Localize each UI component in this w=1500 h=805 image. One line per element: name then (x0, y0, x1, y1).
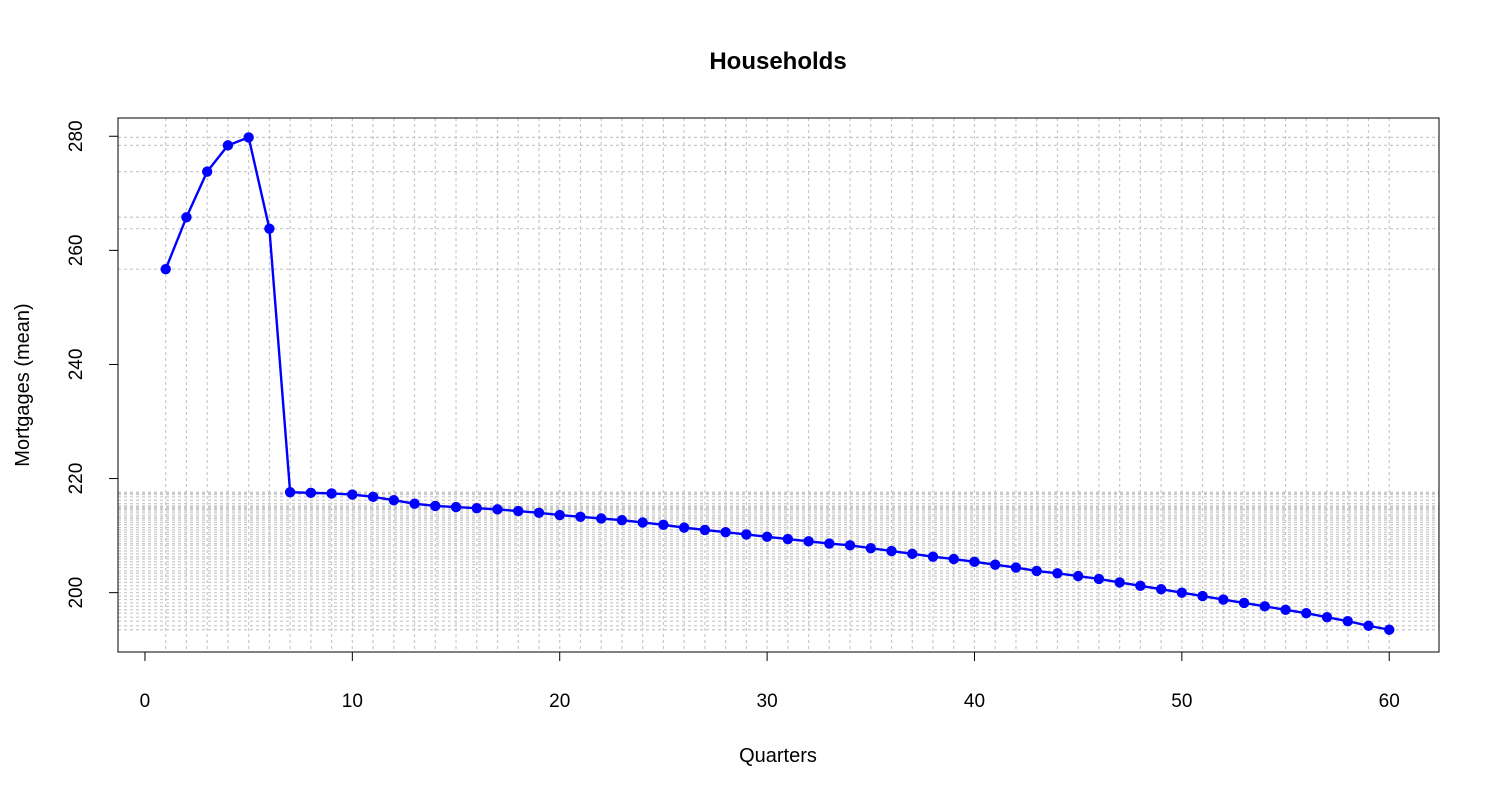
data-point (761, 531, 773, 542)
y-tick-label: 240 (66, 349, 87, 381)
data-point (990, 559, 1001, 570)
data-point (513, 505, 524, 517)
data-point (243, 132, 254, 143)
data-point (658, 519, 669, 530)
data-point (430, 500, 441, 512)
x-tick-label: 50 (1171, 691, 1192, 712)
data-point (1238, 597, 1250, 609)
data-point (264, 223, 275, 234)
data-point (782, 533, 794, 545)
data-point (1031, 565, 1042, 577)
data-point (367, 491, 379, 503)
data-point (824, 538, 835, 549)
data-point (616, 515, 628, 526)
data-point (886, 545, 897, 557)
data-point (326, 488, 337, 499)
data-point (533, 507, 545, 518)
data-point (575, 511, 586, 522)
data-point (1093, 573, 1105, 585)
chart-title: Households (709, 48, 846, 75)
data-point (1321, 611, 1333, 623)
data-point (1384, 624, 1395, 635)
series-group (160, 132, 1395, 635)
data-point (1010, 562, 1022, 573)
data-point (492, 504, 503, 515)
data-point (1197, 590, 1208, 602)
data-point (201, 166, 213, 177)
data-point (1052, 568, 1063, 579)
data-point (1176, 587, 1188, 598)
x-axis-label: Quarters (739, 745, 817, 767)
data-point (1301, 608, 1312, 619)
data-point (471, 503, 482, 514)
y-tick-label: 280 (66, 120, 87, 152)
data-point (160, 263, 171, 275)
y-tick-label: 200 (66, 577, 87, 609)
data-point (678, 522, 690, 533)
data-point (927, 551, 939, 562)
y-tick-label: 260 (66, 235, 87, 267)
data-point (1072, 570, 1084, 582)
data-point (637, 517, 648, 528)
data-point (554, 509, 565, 521)
grid-lines (118, 118, 1439, 652)
data-point (865, 542, 876, 554)
data-point (803, 536, 814, 547)
data-point (1218, 594, 1229, 605)
x-tick-label: 0 (140, 691, 151, 712)
data-point (409, 498, 420, 509)
data-point (969, 556, 980, 568)
data-point (347, 489, 358, 500)
data-point (1342, 615, 1353, 627)
x-tick-label: 30 (757, 691, 778, 712)
x-tick-label: 10 (342, 691, 363, 712)
data-point (595, 513, 607, 524)
data-point (1363, 620, 1374, 631)
data-point (305, 487, 317, 499)
x-tick-label: 20 (549, 691, 570, 712)
data-point (1280, 604, 1291, 615)
data-point (844, 540, 856, 551)
x-tick-label: 60 (1379, 691, 1400, 712)
x-tick-label: 40 (964, 691, 985, 712)
data-point (1135, 580, 1146, 592)
data-point (388, 495, 400, 506)
data-point (948, 553, 959, 565)
axes: 0 10 20 30 40 50 60 200 220 240 260 280 (66, 120, 1400, 712)
data-point (284, 487, 296, 498)
data-point (450, 501, 462, 513)
y-tick-label: 220 (66, 463, 87, 495)
data-point (181, 212, 192, 223)
data-point (222, 140, 234, 151)
data-point (741, 529, 752, 540)
data-point (1114, 577, 1125, 588)
data-point (720, 526, 731, 538)
data-point (699, 524, 711, 536)
data-point (1259, 601, 1271, 612)
data-point (907, 548, 918, 560)
data-point (1155, 584, 1167, 595)
y-axis-label: Mortgages (mean) (12, 303, 34, 466)
